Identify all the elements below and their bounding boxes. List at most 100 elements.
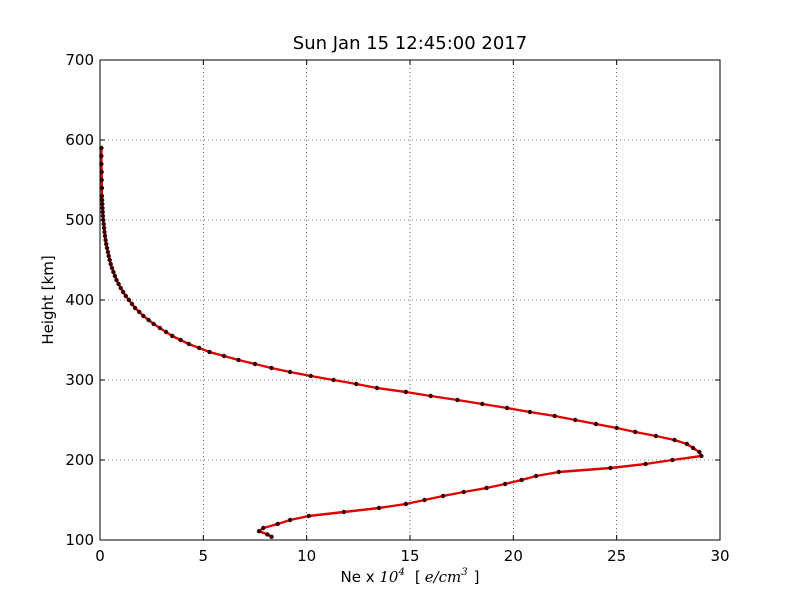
- data-point: [306, 513, 311, 519]
- data-point: [440, 493, 446, 499]
- data-point: [109, 265, 115, 271]
- x-label-prefix: Ne x: [341, 568, 380, 586]
- data-point: [573, 417, 578, 423]
- data-point: [422, 497, 427, 503]
- data-point: [341, 509, 347, 515]
- data-point: [99, 177, 104, 183]
- data-point: [269, 534, 274, 539]
- y-tick-label: 600: [65, 131, 94, 149]
- y-tick-label: 100: [65, 531, 94, 549]
- data-point: [120, 289, 126, 295]
- data-point: [269, 365, 274, 371]
- data-point: [118, 285, 123, 291]
- data-point: [699, 453, 704, 459]
- data-point: [151, 321, 156, 327]
- data-point: [502, 481, 508, 487]
- data-point: [684, 441, 690, 447]
- data-point: [132, 305, 138, 311]
- data-point: [484, 485, 489, 491]
- data-point: [101, 221, 106, 227]
- data-point: [123, 293, 128, 299]
- data-point: [100, 213, 106, 219]
- data-point: [608, 465, 613, 471]
- x-tick-label: 5: [199, 547, 209, 565]
- data-point: [556, 469, 561, 475]
- data-point: [99, 197, 105, 203]
- y-tick-labels: 100 200 300 400 500 600 700: [65, 51, 94, 549]
- data-point: [403, 501, 409, 507]
- x-tick-label: 20: [504, 547, 523, 565]
- data-point: [374, 385, 380, 391]
- x-tick-labels: 0 5 10 15 20 25 30: [95, 547, 729, 565]
- data-point: [672, 437, 677, 443]
- data-point: [455, 397, 460, 403]
- chart-title: Sun Jan 15 12:45:00 2017: [293, 33, 527, 54]
- data-point: [504, 405, 510, 411]
- data-point: [100, 201, 105, 207]
- y-tick-label: 200: [65, 451, 94, 469]
- data-point: [116, 281, 121, 287]
- y-tick-label: 500: [65, 211, 94, 229]
- data-point: [114, 277, 119, 283]
- y-tick-label: 700: [65, 51, 94, 69]
- y-axis-label: Height [km]: [39, 255, 57, 344]
- data-point: [105, 249, 111, 255]
- y-tick-label: 400: [65, 291, 94, 309]
- data-point: [403, 389, 409, 395]
- x-label-units-close: ]: [474, 568, 480, 586]
- data-point: [170, 333, 175, 339]
- data-point: [308, 373, 313, 379]
- x-tick-label: 0: [95, 547, 105, 565]
- data-point: [146, 317, 151, 323]
- data-point: [593, 421, 599, 427]
- data-point: [533, 473, 539, 479]
- data-point: [527, 409, 533, 415]
- data-point: [100, 209, 105, 215]
- data-point: [287, 369, 293, 375]
- x-label-units-open: [: [415, 568, 421, 586]
- x-label-units-exp: 3: [461, 567, 467, 578]
- data-point: [102, 233, 108, 239]
- data-point: [653, 433, 659, 439]
- data-point: [111, 269, 116, 275]
- data-point: [157, 325, 163, 331]
- x-tick-label: 25: [607, 547, 626, 565]
- data-point: [141, 313, 146, 319]
- data-point: [690, 445, 696, 451]
- data-point: [552, 413, 557, 419]
- x-tick-label: 30: [710, 547, 729, 565]
- data-point: [112, 273, 118, 279]
- data-point: [252, 361, 258, 367]
- data-point: [376, 505, 382, 511]
- data-point: [99, 185, 105, 191]
- x-label-power-exp: 4: [397, 567, 404, 578]
- data-point: [461, 489, 466, 495]
- data-point: [236, 357, 241, 363]
- y-tick-label: 300: [65, 371, 94, 389]
- data-point: [519, 477, 524, 483]
- data-point: [107, 257, 112, 263]
- data-point: [331, 377, 336, 383]
- data-point: [99, 169, 104, 175]
- data-point: [261, 525, 266, 531]
- data-point: [104, 245, 110, 251]
- x-label-units-core: e/cm: [425, 568, 462, 586]
- axis-ticks: [99, 59, 721, 541]
- x-tick-label: 15: [400, 547, 419, 565]
- data-point: [129, 301, 135, 307]
- data-point: [287, 517, 293, 523]
- data-point: [670, 457, 675, 463]
- data-point: [275, 521, 280, 527]
- data-point: [633, 429, 638, 435]
- data-point: [101, 225, 107, 231]
- x-axis-label: Ne x 104 [e/cm3]: [341, 567, 480, 586]
- data-point: [178, 337, 183, 343]
- data-point: [103, 237, 108, 243]
- data-point: [256, 529, 262, 534]
- data-point: [480, 401, 485, 407]
- data-point: [108, 261, 113, 267]
- data-point: [197, 345, 202, 351]
- data-point: [137, 309, 142, 315]
- data-point: [100, 205, 105, 211]
